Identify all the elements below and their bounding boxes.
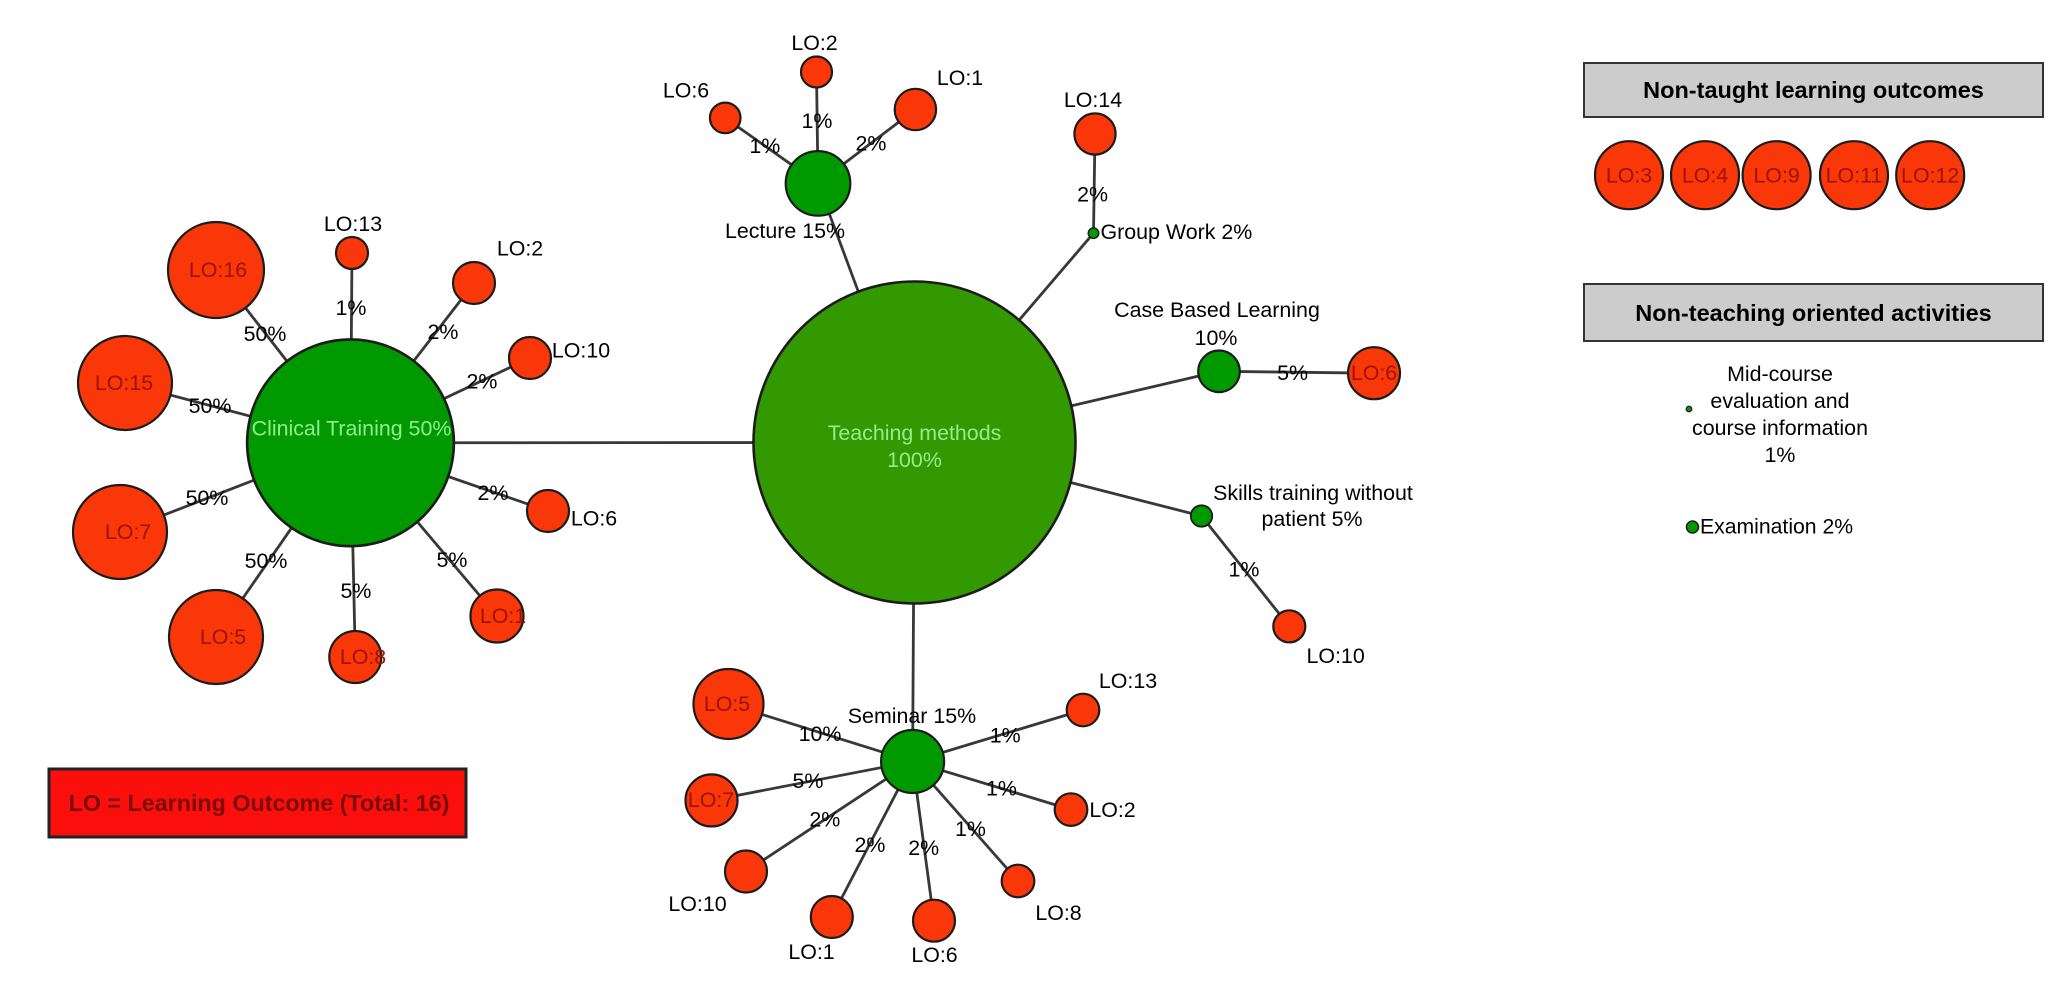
svg-text:2%: 2%	[856, 132, 887, 156]
svg-text:LO:12: LO:12	[1901, 164, 1959, 188]
svg-text:100%: 100%	[887, 448, 942, 472]
svg-text:LO:1: LO:1	[480, 604, 526, 628]
svg-text:LO = Learning Outcome (Total:: LO = Learning Outcome (Total: 16)	[69, 790, 450, 816]
svg-text:50%: 50%	[186, 486, 229, 510]
svg-text:1%: 1%	[955, 817, 986, 841]
svg-text:LO:2: LO:2	[791, 31, 837, 55]
svg-text:LO:8: LO:8	[1035, 901, 1081, 925]
svg-text:LO:6: LO:6	[663, 79, 709, 103]
svg-text:Non-taught learning outcomes: Non-taught learning outcomes	[1643, 77, 1984, 103]
svg-text:LO:6: LO:6	[911, 943, 957, 967]
svg-text:1%: 1%	[1229, 558, 1260, 582]
svg-text:1%: 1%	[749, 134, 780, 158]
svg-text:2%: 2%	[467, 370, 498, 394]
svg-text:course information: course information	[1692, 416, 1868, 440]
svg-text:2%: 2%	[908, 836, 939, 860]
svg-text:2%: 2%	[809, 808, 840, 832]
svg-text:50%: 50%	[189, 394, 232, 418]
svg-text:Teaching methods: Teaching methods	[828, 421, 1002, 445]
svg-text:Skills training without: Skills training without	[1213, 481, 1413, 505]
svg-text:1%: 1%	[802, 109, 833, 133]
svg-text:LO:8: LO:8	[340, 645, 386, 669]
svg-text:Non-teaching oriented activiti: Non-teaching oriented activities	[1635, 300, 1991, 326]
svg-text:5%: 5%	[793, 769, 824, 793]
svg-text:LO:1: LO:1	[788, 940, 834, 964]
svg-text:5%: 5%	[437, 548, 468, 572]
svg-text:1%: 1%	[1765, 443, 1796, 467]
svg-text:evaluation and: evaluation and	[1710, 389, 1849, 413]
svg-text:LO:13: LO:13	[1099, 669, 1157, 693]
svg-text:LO:7: LO:7	[688, 788, 734, 812]
svg-text:LO:3: LO:3	[1606, 164, 1652, 188]
svg-text:50%: 50%	[244, 322, 287, 346]
svg-text:1%: 1%	[990, 724, 1021, 748]
svg-text:LO:5: LO:5	[704, 692, 750, 716]
svg-text:LO:6: LO:6	[1351, 361, 1397, 385]
svg-text:LO:2: LO:2	[1089, 798, 1135, 822]
svg-text:LO:13: LO:13	[324, 212, 382, 236]
svg-text:1%: 1%	[986, 777, 1017, 801]
svg-text:2%: 2%	[478, 481, 509, 505]
svg-text:2%: 2%	[855, 833, 886, 857]
svg-text:1%: 1%	[336, 296, 367, 320]
svg-text:5%: 5%	[1277, 361, 1308, 385]
svg-text:LO:10: LO:10	[552, 339, 610, 363]
svg-text:patient 5%: patient 5%	[1261, 507, 1362, 531]
svg-text:LO:5: LO:5	[200, 625, 246, 649]
svg-text:Group Work 2%: Group Work 2%	[1101, 220, 1253, 244]
svg-text:LO:1: LO:1	[937, 66, 983, 90]
svg-text:LO:14: LO:14	[1064, 88, 1122, 112]
svg-text:Case Based Learning: Case Based Learning	[1114, 298, 1320, 322]
svg-text:LO:9: LO:9	[1753, 164, 1799, 188]
svg-text:Examination 2%: Examination 2%	[1700, 516, 1853, 539]
svg-text:LO:15: LO:15	[95, 371, 153, 395]
svg-text:5%: 5%	[341, 579, 372, 603]
svg-text:LO:10: LO:10	[668, 892, 726, 916]
svg-text:LO:11: LO:11	[1826, 164, 1883, 188]
svg-text:Mid-course: Mid-course	[1727, 362, 1833, 386]
svg-text:Seminar 15%: Seminar 15%	[848, 704, 976, 728]
svg-text:LO:6: LO:6	[571, 507, 617, 531]
svg-text:LO:16: LO:16	[189, 258, 247, 282]
svg-text:10%: 10%	[1195, 326, 1238, 350]
svg-text:10%: 10%	[799, 722, 842, 746]
svg-text:Clinical Training 50%: Clinical Training 50%	[252, 417, 452, 441]
svg-text:LO:10: LO:10	[1306, 644, 1364, 668]
svg-text:LO:7: LO:7	[105, 520, 151, 544]
svg-text:2%: 2%	[428, 320, 459, 344]
svg-text:2%: 2%	[1077, 183, 1108, 207]
svg-text:50%: 50%	[245, 549, 288, 573]
svg-text:Lecture 15%: Lecture 15%	[725, 219, 845, 243]
svg-text:LO:4: LO:4	[1682, 164, 1728, 188]
svg-text:LO:2: LO:2	[497, 237, 543, 261]
